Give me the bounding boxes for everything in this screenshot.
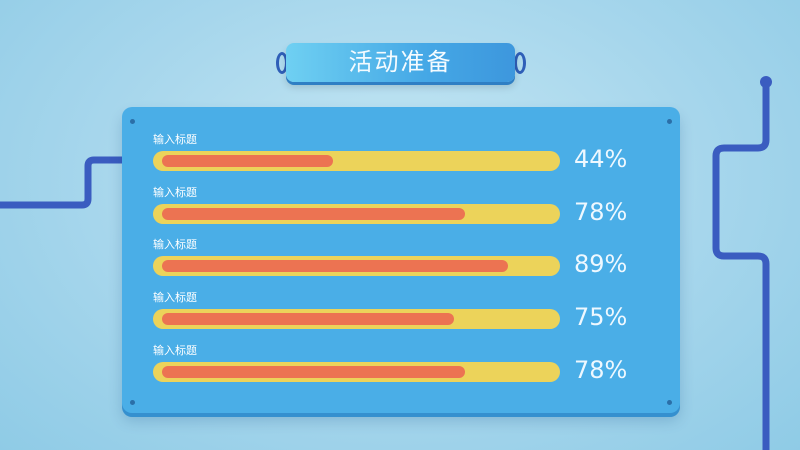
bar-value-label: 44% [574,145,628,173]
bar-fill [162,207,466,220]
rivet [130,119,135,124]
pipe-end [760,76,772,88]
bar-track [153,309,560,330]
bar-fill [162,260,509,273]
left-pipe [0,156,128,209]
bar-fill [162,155,334,167]
bar-value-label: 78% [574,355,628,384]
bar-track [153,151,560,171]
bar-fill [162,365,466,378]
bar-label: 输入标题 [153,185,197,199]
bar-fill [162,313,454,326]
bar-track [153,361,560,382]
right-pipe [712,80,770,450]
bar-value-label: 75% [574,303,628,332]
bar-label: 输入标题 [153,343,197,357]
title-ring-right [514,52,526,74]
rivet [130,400,135,405]
rivet [667,400,672,405]
bar-track [153,256,560,277]
rivet [667,119,672,124]
bar-label: 输入标题 [153,291,197,305]
page-title: 活动准备 [286,43,515,82]
progress-panel: 输入标题 44% 输入标题 78% 输入标题 89% 输入标题 75% 输入标题 78% [122,107,680,413]
bar-track [153,203,560,224]
bar-label: 输入标题 [153,238,197,252]
bar-value-label: 89% [574,250,628,279]
bar-label: 输入标题 [153,133,197,146]
bar-value-label: 78% [574,197,628,226]
